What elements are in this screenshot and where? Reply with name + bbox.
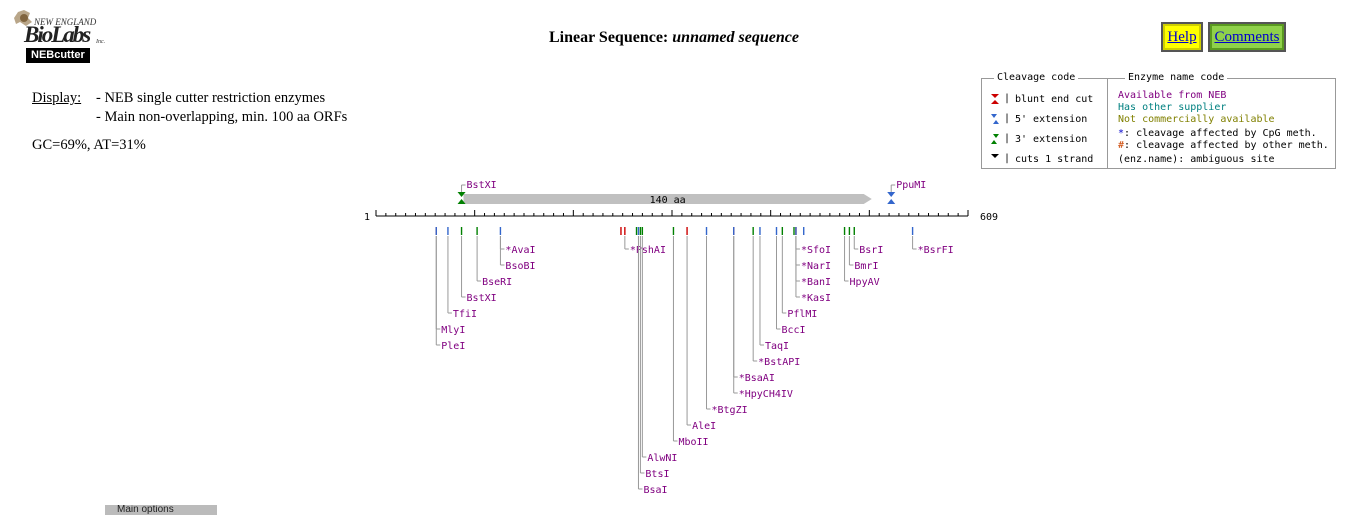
comments-button[interactable]: Comments [1208, 22, 1286, 52]
other-meth-mark: # [1118, 140, 1125, 151]
legend-cpg-text: : cleavage affected by CpG meth. [1124, 128, 1317, 139]
enzyme-label: *SfoI [801, 245, 831, 256]
legend-other-meth-text: : cleavage affected by other meth. [1124, 140, 1329, 151]
legend-other-supplier: Has other supplier [1118, 102, 1227, 113]
flask-logo-icon [14, 10, 32, 26]
enzyme-label: BtsI [645, 469, 669, 480]
enzyme-label: BsoBI [505, 261, 535, 272]
top-enzyme-label: BstXI [467, 180, 497, 191]
enzyme-label: BstXI [467, 293, 497, 304]
enzyme-label: BsrI [859, 245, 883, 256]
legend-bar-2: | [1004, 113, 1011, 124]
enzyme-label: *BsrFI [918, 245, 954, 256]
top-enzyme-cut-marker [887, 199, 896, 204]
cpg-mark: * [1118, 128, 1125, 139]
legend-cpg-meth: *: cleavage affected by CpG meth. [1118, 128, 1317, 139]
enzyme-label: TfiI [453, 309, 477, 320]
three-prime-extension-icon [991, 134, 999, 144]
top-enzyme-cut-marker [457, 199, 466, 204]
legend-not-commercial: Not commercially available [1118, 114, 1275, 125]
legend-3prime-text: 3' extension [1015, 134, 1088, 145]
legend-divider [1107, 79, 1108, 168]
enzyme-label: BseRI [482, 277, 512, 288]
enzyme-label: *BtgZI [712, 405, 748, 416]
logo-main-text: BioLabs [24, 22, 91, 47]
enzyme-label: MboII [678, 437, 708, 448]
sequence-end-label: 609 [980, 212, 998, 223]
enzyme-label: *BanI [801, 277, 831, 288]
sequence-name: unnamed sequence [672, 29, 799, 46]
legend-5prime-text: 5' extension [1015, 114, 1088, 125]
enzyme-label: *NarI [801, 261, 831, 272]
legend-one-strand-text: cuts 1 strand [1015, 154, 1094, 165]
page-title: Linear Sequence: unnamed sequence [549, 29, 799, 47]
enzyme-label: PleI [441, 341, 465, 352]
enzyme-label: MlyI [441, 325, 465, 336]
display-line-1: - NEB single cutter restriction enzymes [96, 90, 326, 106]
legend-ambiguous: (enz.name): ambiguous site [1118, 154, 1275, 165]
orf-arrow [463, 194, 872, 204]
enzyme-label: BsaI [643, 485, 667, 496]
five-prime-extension-icon [991, 114, 999, 124]
title-prefix: Linear Sequence: [549, 29, 673, 46]
enzyme-label: *KasI [801, 293, 831, 304]
logo-top-text: NEW ENGLAND [34, 17, 97, 27]
enzyme-label: AleI [692, 421, 716, 432]
enzyme-name-code-header: Enzyme name code [1125, 72, 1228, 83]
enzyme-label: *BstAPI [758, 357, 800, 368]
sequence-start-label: 1 [364, 212, 370, 223]
enzyme-label: AlwNI [647, 453, 677, 464]
top-enzyme-cut-marker [457, 192, 466, 197]
nebcutter-badge: NEBcutter [26, 48, 90, 63]
top-enzyme-label: PpuMI [896, 180, 926, 191]
legend-blunt-text: blunt end cut [1015, 94, 1094, 105]
legend-box: Cleavage code Enzyme name code | blunt e… [981, 72, 1336, 169]
display-line-2: - Main non-overlapping, min. 100 aa ORFs [96, 109, 348, 125]
enzyme-label: BccI [781, 325, 805, 336]
one-strand-cut-icon [991, 154, 999, 158]
enzyme-label: *PshAI [630, 245, 666, 256]
enzyme-label: BmrI [854, 261, 878, 272]
enzyme-label: TaqI [765, 341, 789, 352]
legend-other-meth: #: cleavage affected by other meth. [1118, 140, 1329, 151]
enzyme-label: *HpyCH4IV [739, 389, 793, 400]
top-enzyme-cut-marker [887, 192, 896, 197]
cleavage-code-header: Cleavage code [994, 72, 1079, 83]
enzyme-label: HpyAV [850, 277, 880, 288]
legend-bar-1: | [1004, 93, 1011, 104]
display-label[interactable]: Display: [32, 90, 82, 106]
gc-content: GC=69%, AT=31% [32, 137, 146, 153]
orf-label: 140 aa [650, 195, 686, 206]
help-button[interactable]: Help [1161, 22, 1203, 52]
neb-logo[interactable]: NEW ENGLAND BioLabs Inc. NEBcutter [10, 8, 110, 64]
blunt-cut-icon [991, 94, 999, 104]
enzyme-label: PflMI [787, 309, 817, 320]
enzyme-label: *BsaAI [739, 373, 775, 384]
enzyme-label: *AvaI [505, 245, 535, 256]
display-info: Display: - NEB single cutter restriction … [32, 89, 347, 127]
legend-bar-3: | [1004, 133, 1011, 144]
logo-inc-text: Inc. [96, 39, 106, 45]
main-options-tab[interactable]: Main options [105, 505, 217, 515]
legend-available-neb: Available from NEB [1118, 90, 1227, 101]
legend-bar-4: | [1004, 153, 1011, 164]
